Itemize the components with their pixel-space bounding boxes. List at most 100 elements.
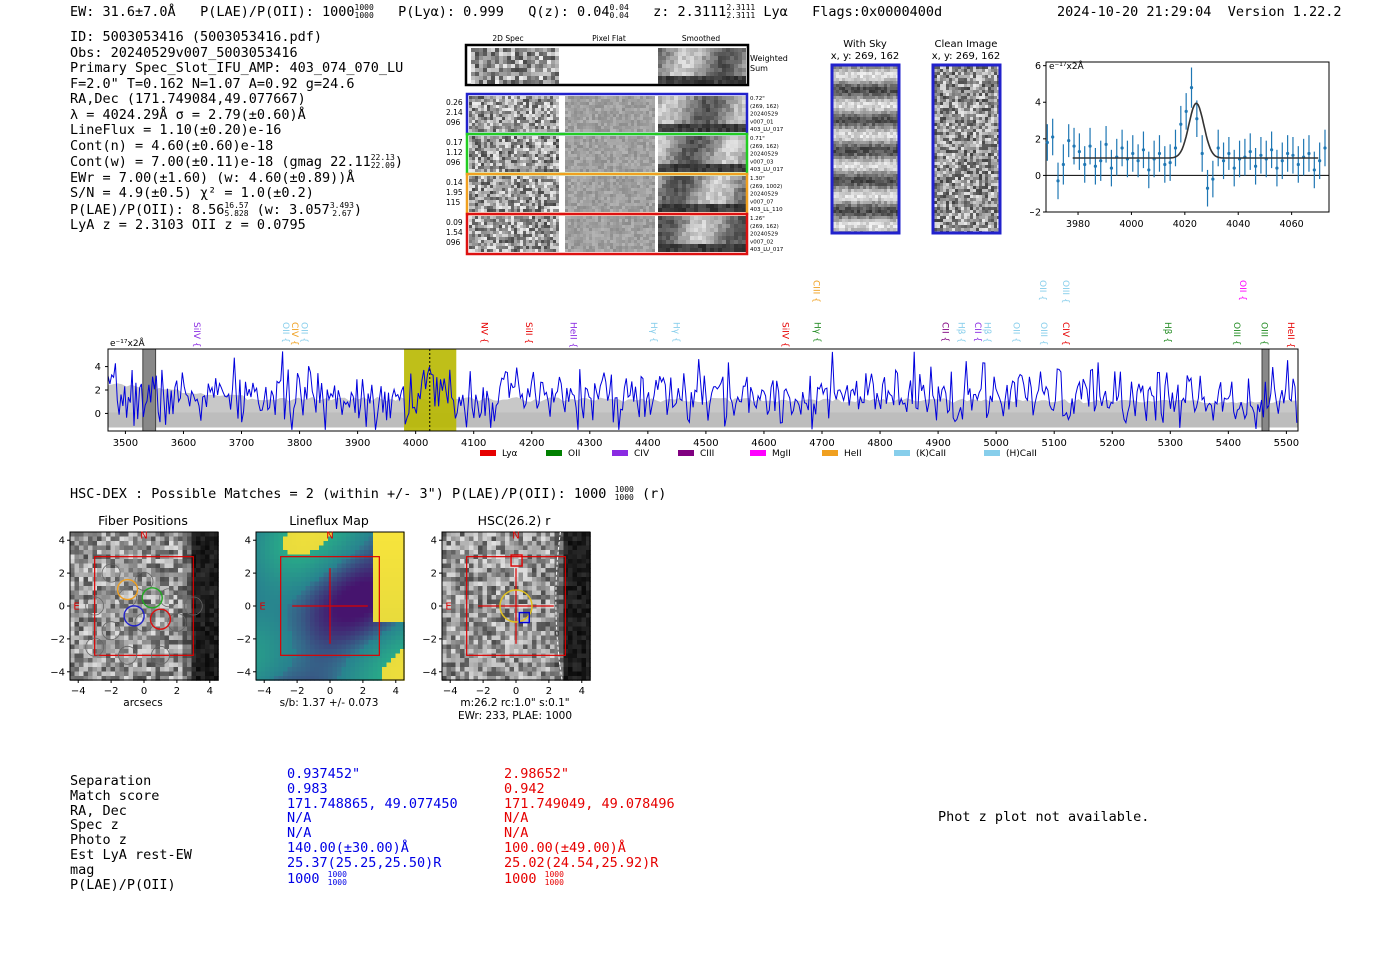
- cutout-row-frame: [465, 212, 749, 256]
- full-line-label: SiII {: [523, 322, 533, 344]
- full-line-label: OII {: [1037, 280, 1047, 301]
- hsc-ytick-label: 4: [59, 536, 65, 547]
- full-line-label: Hγ {: [812, 322, 822, 343]
- header-line: EW: 31.6±7.0Å P(LAE)/P(OII): 1000 1000 100…: [70, 3, 942, 21]
- north-marker: N: [140, 531, 147, 542]
- hsc-xtick-label: 4: [579, 686, 585, 697]
- zoom-xtick-label: 4020: [1173, 219, 1197, 230]
- cutout-right-label: 403_LU_017: [750, 167, 784, 173]
- legend-label: HeII: [844, 449, 862, 459]
- hsc-ytick-label: −4: [236, 667, 251, 678]
- full-xtick-label: 4800: [867, 438, 892, 449]
- legend-swatch: [984, 450, 1000, 456]
- match-value-7: 1000 1000 1000: [504, 869, 564, 887]
- legend-swatch: [480, 450, 496, 456]
- zoom-xtick-label: 4040: [1226, 219, 1250, 230]
- legend-label: CIII: [700, 449, 714, 459]
- zoom-point: [1168, 161, 1172, 165]
- full-line-label: OIII {: [1060, 280, 1070, 304]
- hsc-ytick-label: 2: [59, 569, 65, 580]
- match-col-1: 0.937452" 0.983 171.748865, 49.077450 N/A N/…: [287, 767, 458, 886]
- panel1-xlabel: arcsecs: [123, 697, 162, 709]
- fiber-circle: [134, 571, 154, 591]
- north-marker: N: [326, 531, 333, 542]
- match-value-4: N/A: [287, 825, 312, 842]
- with-sky-coords: x, y: 269, 162: [831, 51, 900, 62]
- cutout-left-label: 2.14: [446, 108, 463, 117]
- zoom-point: [1077, 150, 1081, 154]
- hsc-ytick-label: 0: [59, 602, 65, 613]
- zoom-point: [1307, 151, 1311, 156]
- zoom-point: [1147, 168, 1151, 172]
- zoom-point: [1253, 164, 1258, 168]
- zoom-point: [1045, 140, 1049, 145]
- info-lineflux: LineFlux = 1.10(±0.20)e-16: [70, 122, 282, 138]
- fiber-circle: [159, 588, 179, 608]
- cutout-left-label: 0.14: [446, 178, 463, 187]
- full-line-label: Hβ {: [956, 322, 966, 343]
- hsc-xtick-label: 0: [513, 686, 519, 697]
- zoom-point: [1120, 146, 1124, 150]
- header-right: 2024-10-20 21:29:04 Version 1.22.2: [1057, 4, 1342, 20]
- qz-frac: 0.04 0.04: [609, 3, 629, 20]
- fiber-circle: [85, 637, 105, 657]
- hsc-ytick-label: −4: [422, 667, 437, 678]
- hsc-panel-2: 4 2 0 −2 −4 −4 −2 0 2 4 N E: [236, 531, 405, 697]
- with-sky-title: With Sky: [843, 39, 887, 50]
- fiber-circle: [101, 563, 121, 583]
- zoom-point: [1109, 166, 1114, 170]
- match-label-2: RA, Dec: [70, 802, 127, 819]
- zoom-point: [1221, 159, 1226, 163]
- match-box-2: [510, 554, 523, 567]
- full-xtick-label: 5200: [1100, 438, 1125, 449]
- zoom-point: [1275, 166, 1279, 170]
- weighted-sum-row: Weighted Sum: [464, 43, 788, 87]
- zoom-fit-line: [1072, 102, 1319, 159]
- full-line-label: Hβ {: [982, 322, 992, 343]
- match-label-7: P(LAE)/P(OII): [70, 876, 176, 893]
- zoom-point: [1173, 146, 1178, 150]
- full-xtick-label: 3600: [171, 438, 196, 449]
- cutout-right-label: v007_03: [750, 159, 774, 165]
- zoom-point: [1083, 162, 1087, 167]
- match-box-1: [518, 611, 530, 624]
- full-spectrum-chart: e⁻¹⁷x2Å 4 2 0 3500 3600 3700 3800 3900 4000 4100 4…: [95, 280, 1299, 459]
- fiber-orange: [116, 578, 139, 601]
- cutout-right-label: 1.30": [750, 176, 765, 182]
- cutout-right-label: 1.26": [750, 216, 765, 222]
- hsc-ytick-label: −2: [236, 634, 251, 645]
- info-plae: P(LAE)/P(OII): 8.56 16.57 5.828 (w: 3.057 3…: [70, 200, 363, 218]
- legend-swatch: [894, 450, 910, 456]
- full-xtick-label: 3900: [345, 438, 370, 449]
- z-line: Lyα: [763, 4, 788, 20]
- cutout-right-label: 0.71": [750, 136, 765, 142]
- zoom-ytick-label: −2: [1030, 208, 1041, 219]
- fiber-green: [141, 587, 163, 609]
- east-marker: E: [259, 602, 265, 613]
- match-value-4: N/A: [504, 825, 529, 842]
- match-value-6: 25.02(24.54,25.92)R: [504, 854, 659, 871]
- zoom-point: [1051, 135, 1055, 139]
- full-xtick-label: 5500: [1274, 438, 1299, 449]
- hsc-ytick-label: −4: [50, 667, 65, 678]
- lineflux-map-title: Lineflux Map: [289, 513, 369, 528]
- full-line-label: Hβ {: [1162, 322, 1172, 343]
- legend-swatch: [546, 450, 562, 456]
- info-sn: S/N = 4.9(±0.5) χ² = 1.0(±0.2): [70, 185, 314, 201]
- spectra-cutouts: 2D Spec Pixel Flat Smoothed Weighted Sum…: [446, 34, 788, 256]
- match-value-3: N/A: [287, 810, 312, 827]
- north-marker: N: [512, 531, 519, 542]
- hsc-xtick-label: 2: [360, 686, 366, 697]
- full-xtick-label: 4400: [635, 438, 660, 449]
- full-ytick-label: 2: [95, 386, 101, 397]
- match-label-3: Spec z: [70, 817, 119, 834]
- match-value-1: 0.942: [504, 780, 545, 797]
- legend-swatch: [678, 450, 694, 456]
- edge-curve: [555, 531, 563, 681]
- hsc-ytick-label: 0: [245, 602, 251, 613]
- full-xtick-label: 3500: [113, 438, 138, 449]
- version: Version 1.22.2: [1227, 4, 1342, 20]
- panel3-xlabel-b: EWr: 233, PLAE: 1000: [458, 710, 572, 722]
- zoom-point: [1195, 117, 1199, 121]
